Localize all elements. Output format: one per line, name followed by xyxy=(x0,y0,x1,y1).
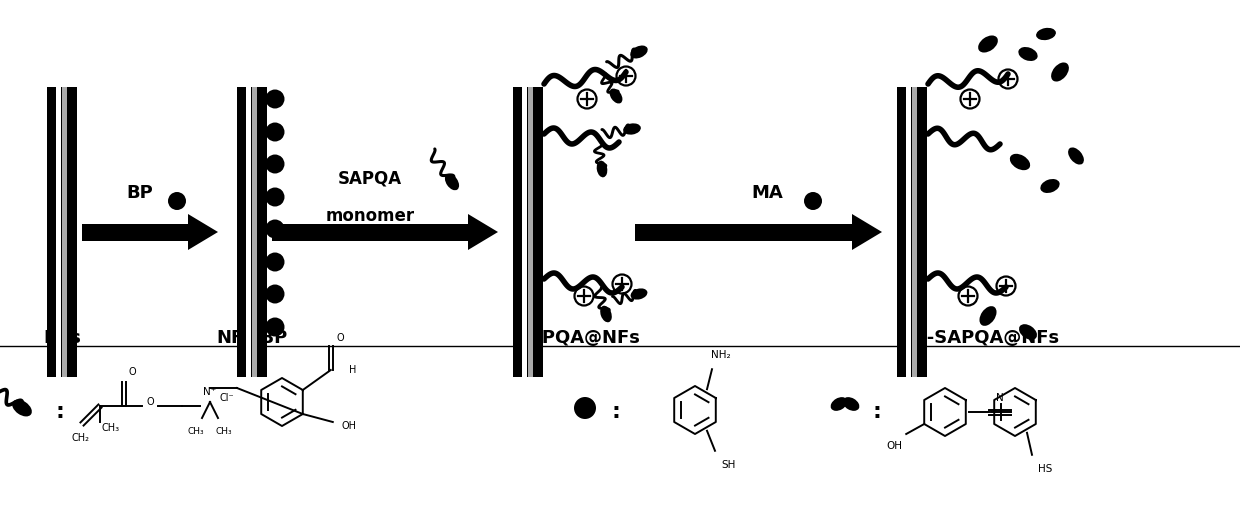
Text: H: H xyxy=(350,365,356,375)
Bar xyxy=(252,87,257,377)
Ellipse shape xyxy=(631,288,647,300)
Ellipse shape xyxy=(630,46,647,59)
Ellipse shape xyxy=(1052,62,1069,82)
Ellipse shape xyxy=(843,397,859,411)
Circle shape xyxy=(265,318,284,337)
Text: O: O xyxy=(128,367,136,377)
Ellipse shape xyxy=(610,88,622,103)
Bar xyxy=(62,87,67,377)
Ellipse shape xyxy=(600,306,611,322)
Text: :: : xyxy=(613,402,621,422)
Text: SAPQA: SAPQA xyxy=(339,170,402,188)
Text: OH: OH xyxy=(341,421,356,431)
Circle shape xyxy=(265,188,284,207)
Bar xyxy=(237,87,267,377)
Circle shape xyxy=(265,285,284,303)
Bar xyxy=(522,87,527,377)
Bar xyxy=(82,224,188,241)
Polygon shape xyxy=(852,214,882,250)
Bar xyxy=(56,87,61,377)
Ellipse shape xyxy=(445,174,459,190)
Text: O: O xyxy=(337,333,345,343)
Polygon shape xyxy=(188,214,218,250)
Text: :: : xyxy=(55,402,64,422)
Ellipse shape xyxy=(831,397,847,411)
Text: CH₃: CH₃ xyxy=(216,428,232,436)
Bar xyxy=(635,224,852,241)
Bar xyxy=(897,87,928,377)
Polygon shape xyxy=(467,214,498,250)
Ellipse shape xyxy=(1040,179,1060,193)
Ellipse shape xyxy=(978,35,998,52)
Text: monomer: monomer xyxy=(325,207,414,225)
Text: CH₃: CH₃ xyxy=(187,428,205,436)
Ellipse shape xyxy=(1019,324,1037,340)
Circle shape xyxy=(265,122,284,141)
Text: NH₂: NH₂ xyxy=(712,350,730,360)
Text: HS: HS xyxy=(1038,464,1053,474)
Text: MA-SAPQA@NFs: MA-SAPQA@NFs xyxy=(895,329,1059,347)
Circle shape xyxy=(265,252,284,271)
Text: Cl⁻: Cl⁻ xyxy=(219,393,234,403)
Text: :: : xyxy=(872,402,880,422)
Ellipse shape xyxy=(980,306,997,326)
Text: OH: OH xyxy=(887,441,903,451)
Bar xyxy=(513,87,543,377)
Text: NFs: NFs xyxy=(43,329,81,347)
Ellipse shape xyxy=(596,161,608,177)
Text: N⁺: N⁺ xyxy=(203,387,217,397)
Circle shape xyxy=(265,219,284,238)
Circle shape xyxy=(804,192,822,210)
Text: O: O xyxy=(146,397,154,407)
Bar xyxy=(47,87,77,377)
Ellipse shape xyxy=(1018,47,1038,61)
Bar xyxy=(246,87,250,377)
Circle shape xyxy=(167,192,186,210)
Text: CH₂: CH₂ xyxy=(72,433,91,443)
Text: BP: BP xyxy=(126,184,154,202)
Bar xyxy=(528,87,533,377)
Bar xyxy=(906,87,911,377)
Circle shape xyxy=(265,155,284,174)
Text: CH₃: CH₃ xyxy=(102,423,120,433)
Ellipse shape xyxy=(12,399,32,416)
Text: N: N xyxy=(996,393,1004,403)
Ellipse shape xyxy=(624,123,641,135)
Bar xyxy=(911,87,916,377)
Bar xyxy=(272,224,467,241)
Circle shape xyxy=(574,397,596,419)
Ellipse shape xyxy=(1037,28,1056,40)
Text: SAPQA@NFs: SAPQA@NFs xyxy=(516,329,640,347)
Ellipse shape xyxy=(1068,148,1084,164)
Text: MA: MA xyxy=(751,184,782,202)
Text: NFs/BP: NFs/BP xyxy=(216,329,288,347)
Circle shape xyxy=(265,89,284,108)
Text: SH: SH xyxy=(722,460,737,470)
Ellipse shape xyxy=(1009,154,1030,170)
